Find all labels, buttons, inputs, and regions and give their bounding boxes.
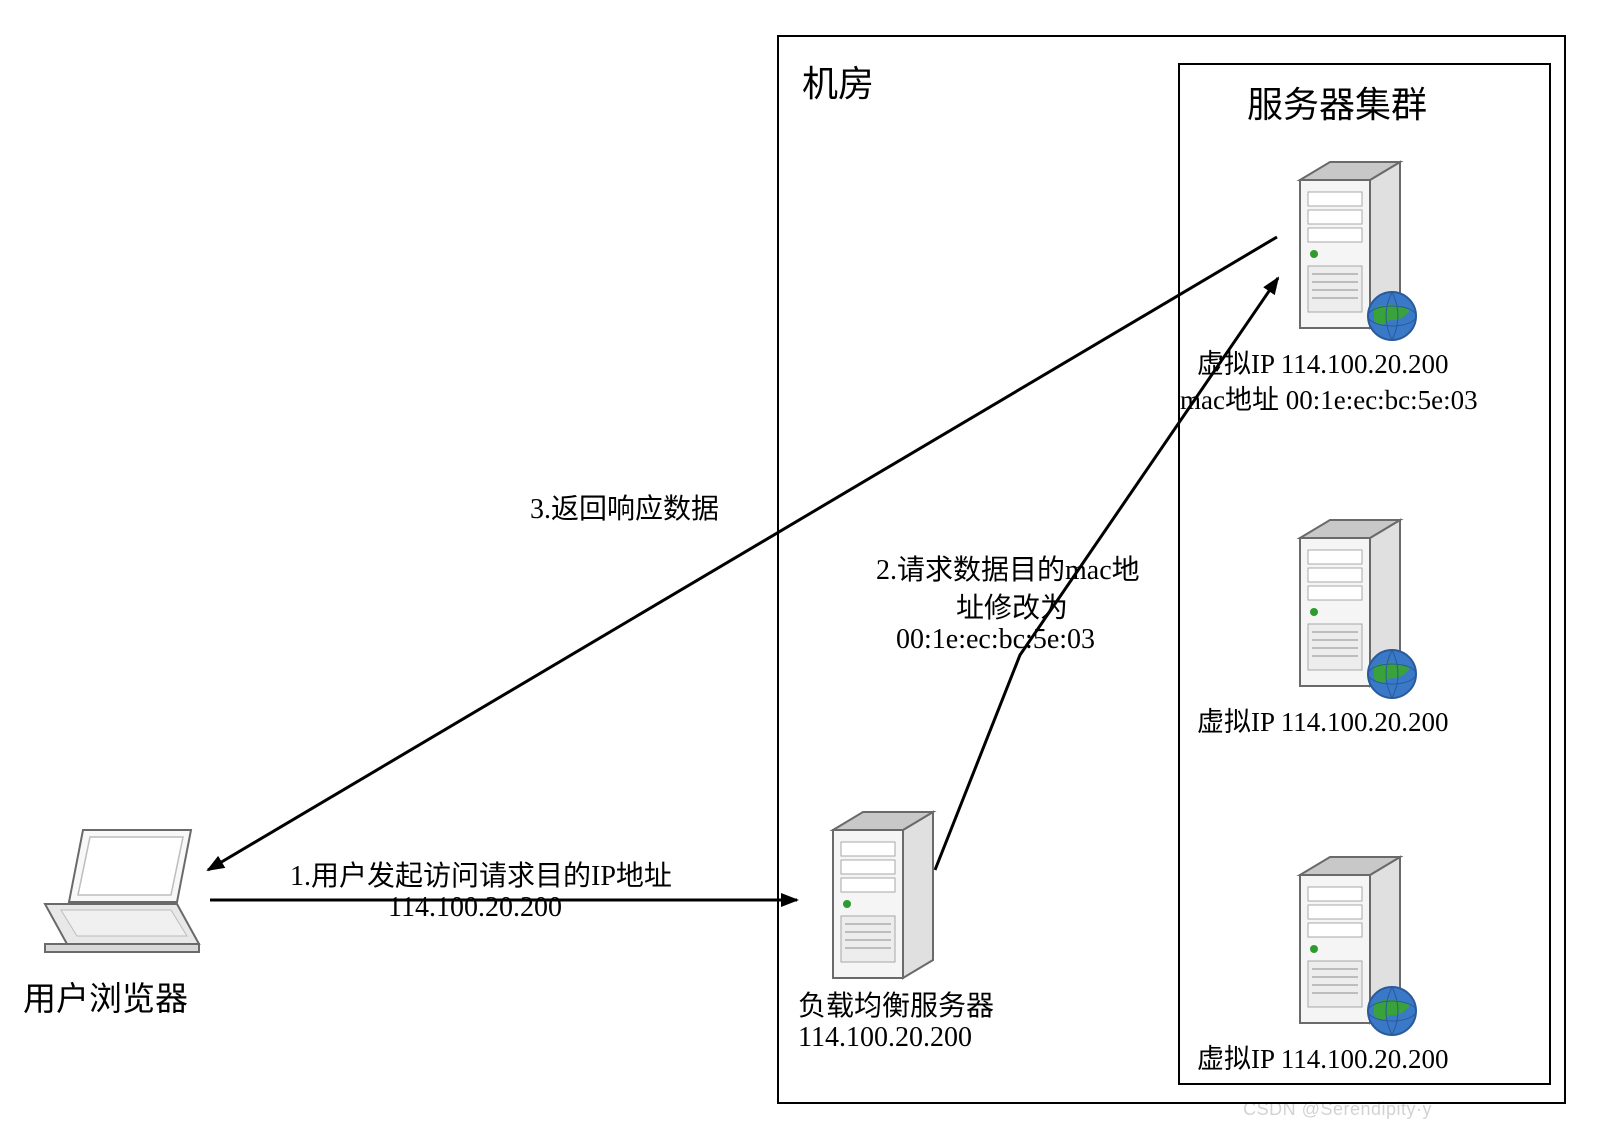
server1-label-2: mac地址 00:1e:ec:bc:5e:03 xyxy=(1180,378,1478,417)
edge2-label-1: 2.请求数据目的mac地 xyxy=(876,548,1140,588)
server3-label-1: 虚拟IP 114.100.20.200 xyxy=(1197,1037,1449,1076)
edge2-label-3: 00:1e:ec:bc:5e:03 xyxy=(896,624,1095,656)
machine-room-title: 机房 xyxy=(802,55,874,107)
lb-server-icon xyxy=(823,800,953,985)
server1-icon xyxy=(1290,150,1430,345)
lb-server-label-1: 负载均衡服务器 xyxy=(798,984,994,1024)
server-cluster-title: 服务器集群 xyxy=(1247,76,1427,128)
laptop-icon xyxy=(35,824,205,964)
edge1-label-1: 1.用户发起访问请求目的IP地址 xyxy=(290,854,672,894)
laptop-label: 用户浏览器 xyxy=(23,972,188,1020)
edge3-label-1: 3.返回响应数据 xyxy=(530,487,719,527)
lb-server-label-2: 114.100.20.200 xyxy=(798,1022,972,1054)
server3-icon xyxy=(1290,845,1430,1040)
watermark-text: CSDN @Serendipity·y xyxy=(1243,1099,1432,1120)
edge1-label-2: 114.100.20.200 xyxy=(388,892,562,924)
server1-label-1: 虚拟IP 114.100.20.200 xyxy=(1197,342,1449,381)
server2-icon xyxy=(1290,508,1430,703)
edge2-label-2: 址修改为 xyxy=(956,586,1068,626)
server2-label-1: 虚拟IP 114.100.20.200 xyxy=(1197,700,1449,739)
